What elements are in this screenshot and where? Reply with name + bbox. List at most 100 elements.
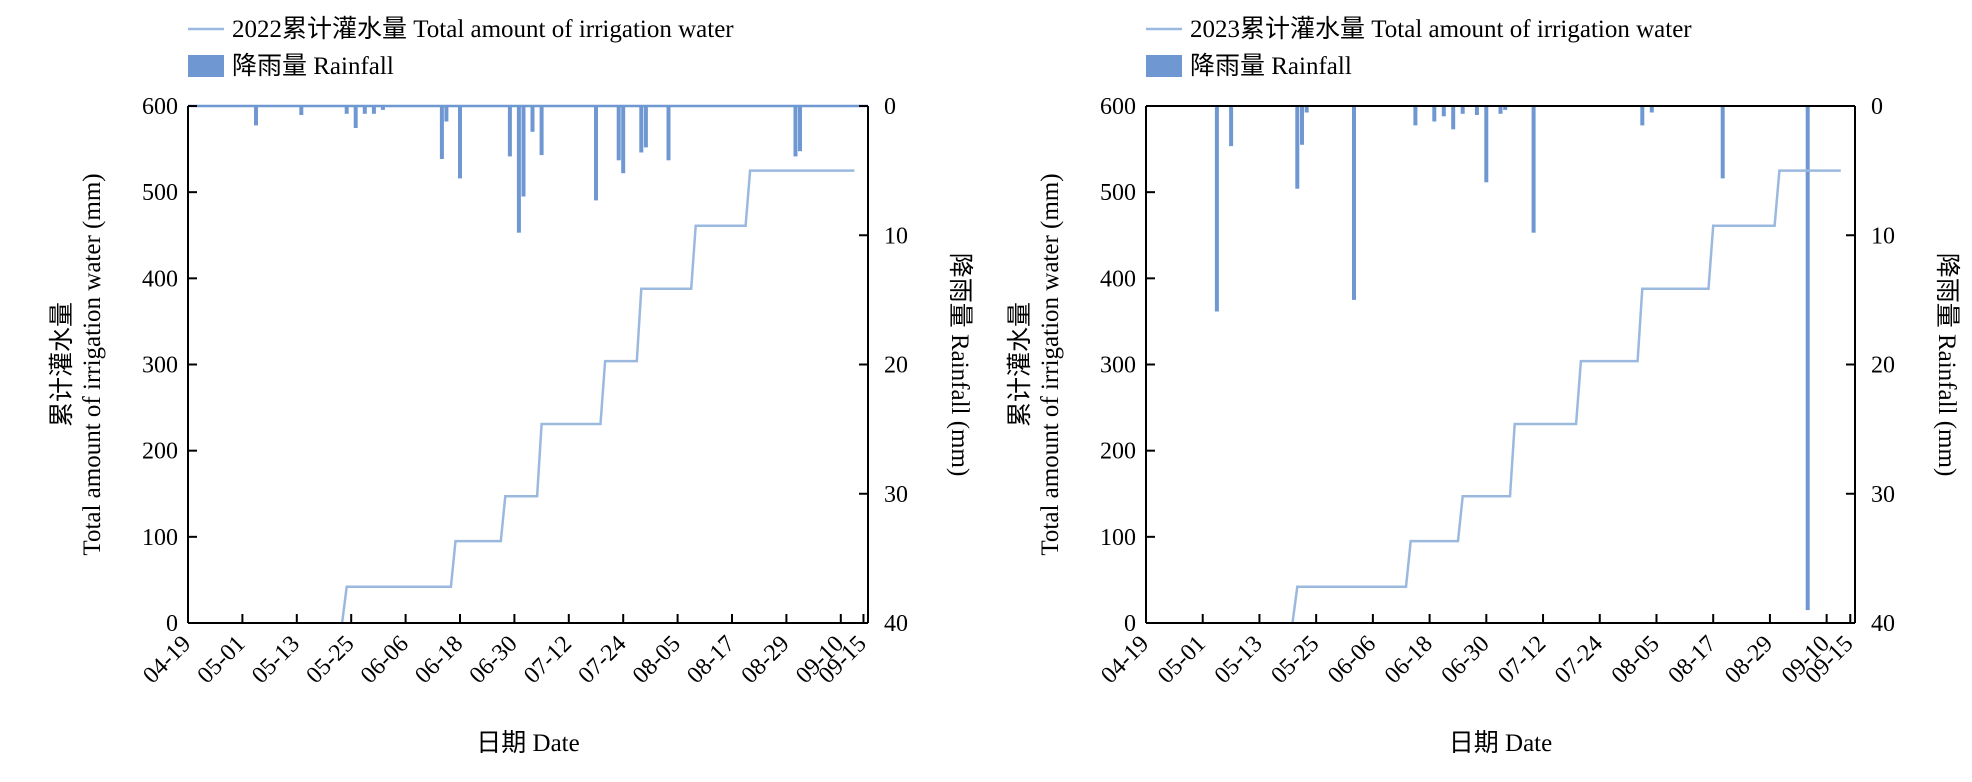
x-tick-label: 05-01	[1153, 631, 1211, 689]
legend: 2022累计灌水量 Total amount of irrigation wat…	[188, 15, 734, 80]
rainfall-bar	[444, 106, 449, 122]
rainfall-bar	[1214, 106, 1219, 312]
legend: 2023累计灌水量 Total amount of irrigation wat…	[1146, 15, 1692, 80]
rainfall-bar	[1295, 106, 1300, 189]
x-tick-label: 05-25	[1266, 631, 1324, 689]
rainfall-bar	[1441, 106, 1446, 117]
left-tick-label: 500	[1100, 180, 1136, 206]
right-tick-label: 0	[1871, 94, 1883, 120]
x-tick-label: 05-13	[1210, 631, 1268, 689]
x-tick-label: 08-17	[682, 631, 740, 689]
x-tick-label: 05-13	[247, 631, 305, 689]
rainfall-bar	[1720, 106, 1725, 179]
left-tick-label: 300	[142, 353, 178, 379]
x-tick-label: 07-24	[1550, 631, 1608, 689]
x-tick-label: 08-05	[1607, 631, 1665, 689]
rainfall-bar	[530, 106, 535, 132]
rainfall-bar	[516, 106, 521, 233]
rainfall-bar	[353, 106, 358, 128]
rainfall-bar	[439, 106, 444, 159]
x-tick-label: 08-05	[628, 631, 686, 689]
left-axis-title-en: Total amount of irrigation water (mm)	[1037, 173, 1064, 555]
right-axis-title: 降雨量 Rainfall (mm)	[946, 253, 974, 477]
left-tick-label: 400	[142, 266, 178, 292]
x-tick-label: 06-06	[356, 631, 414, 689]
x-tick-label: 08-29	[1720, 631, 1778, 689]
rainfall-bar	[1300, 106, 1304, 145]
rainfall-bar	[594, 106, 598, 201]
legend-label: 降雨量 Rainfall	[1190, 52, 1352, 80]
left-tick-label: 600	[1100, 94, 1136, 120]
right-tick-label: 0	[884, 94, 896, 120]
left-tick-label: 200	[142, 439, 178, 465]
x-tick-label: 07-12	[519, 631, 577, 689]
rainfall-bar	[666, 106, 671, 161]
rainfall-bar	[1229, 106, 1234, 147]
legend-bar-swatch	[188, 55, 224, 77]
rainfall-bar	[1432, 106, 1437, 122]
rainfall-bar	[643, 106, 648, 148]
rainfall-bar	[798, 106, 802, 152]
right-axis-title: 降雨量 Rainfall (mm)	[1933, 253, 1961, 477]
left-tick-label: 100	[142, 525, 178, 551]
right-tick-label: 20	[1871, 353, 1895, 379]
x-axis-title: 日期 Date	[1449, 730, 1552, 757]
rainfall-bar	[254, 106, 258, 126]
rainfall-bar	[1451, 106, 1456, 130]
x-tick-label: 07-24	[573, 631, 631, 689]
x-tick-label: 07-12	[1493, 631, 1551, 689]
right-tick-label: 10	[1871, 223, 1895, 249]
left-tick-label: 500	[142, 180, 178, 206]
rainfall-bar	[539, 106, 544, 156]
rainfall-bar	[371, 106, 376, 114]
left-axis-title-cn: 累计灌水量	[48, 302, 76, 427]
x-tick-label: 08-17	[1663, 631, 1721, 689]
x-tick-label: 08-29	[737, 631, 795, 689]
x-tick-label: 05-01	[193, 631, 251, 689]
x-tick-label: 04-19	[138, 631, 196, 689]
rainfall-bar	[1805, 106, 1810, 611]
x-tick-label: 06-30	[465, 631, 523, 689]
right-tick-label: 30	[884, 482, 908, 508]
x-tick-label: 04-19	[1096, 631, 1154, 689]
irrigation-line	[340, 169, 855, 624]
left-axis-title-en: Total amount of irrigation water (mm)	[79, 173, 106, 555]
right-tick-label: 30	[1871, 482, 1895, 508]
rainfall-bar	[1474, 106, 1479, 115]
rainfall-bar	[344, 106, 349, 114]
rainfall-bar	[1498, 106, 1503, 114]
rainfall-bar	[1531, 106, 1536, 233]
rainfall-bar	[362, 106, 367, 114]
rainfall-bar	[793, 106, 798, 157]
rainfall-bar	[1640, 106, 1645, 126]
right-tick-label: 20	[884, 353, 908, 379]
right-tick-label: 10	[884, 223, 908, 249]
rainfall-bar	[507, 106, 512, 157]
rainfall-bar	[621, 106, 626, 174]
left-tick-label: 300	[1100, 353, 1136, 379]
legend-bar-swatch	[1146, 55, 1182, 77]
rainfall-bar	[1304, 106, 1309, 113]
left-tick-label: 0	[166, 611, 178, 637]
right-tick-label: 40	[1871, 611, 1895, 637]
left-tick-label: 200	[1100, 439, 1136, 465]
left-tick-label: 0	[1124, 611, 1136, 637]
x-tick-label: 06-18	[1380, 631, 1438, 689]
x-tick-label: 06-18	[410, 631, 468, 689]
x-axis-title: 日期 Date	[476, 730, 579, 757]
x-tick-label: 06-06	[1323, 631, 1381, 689]
irrigation-line	[1291, 169, 1841, 624]
legend-label: 降雨量 Rainfall	[232, 52, 394, 80]
rainfall-bar	[1413, 106, 1418, 126]
rainfall-bar	[616, 106, 621, 161]
x-tick-label: 05-25	[301, 631, 359, 689]
right-tick-label: 40	[884, 611, 908, 637]
rainfall-bar	[1460, 106, 1465, 114]
left-tick-label: 600	[142, 94, 178, 120]
x-tick-label: 06-30	[1437, 631, 1495, 689]
left-tick-label: 400	[1100, 266, 1136, 292]
rainfall-bar	[1649, 106, 1654, 113]
rainfall-bar	[521, 106, 526, 197]
